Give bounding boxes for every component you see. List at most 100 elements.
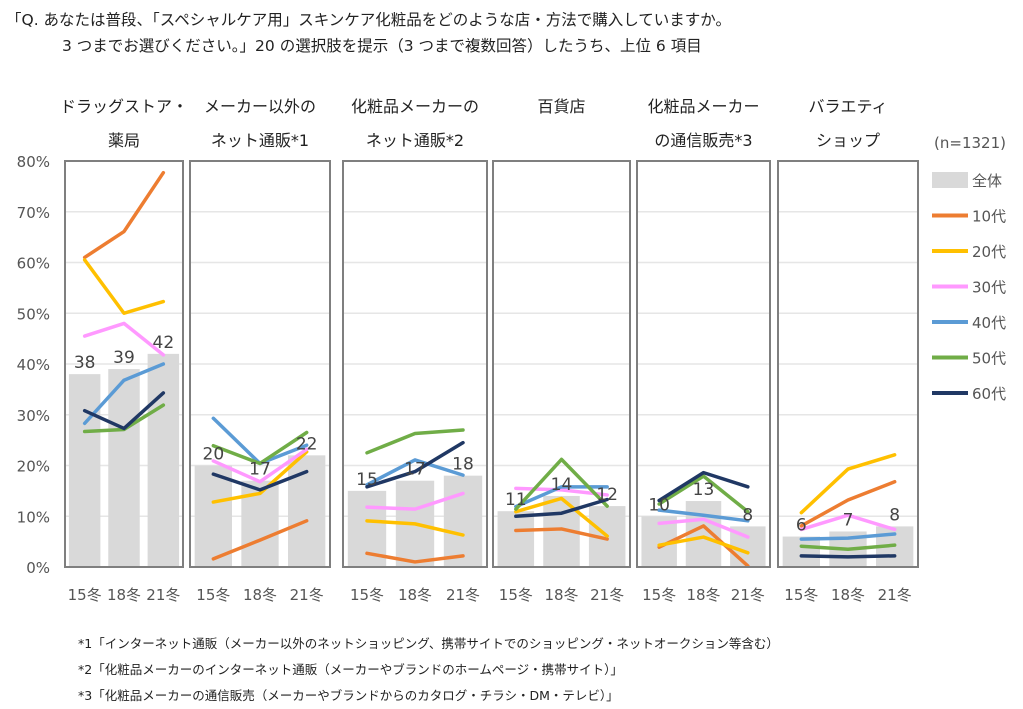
line-50代	[211, 430, 309, 466]
legend-label: 20代	[972, 243, 1006, 261]
legend-label: 50代	[972, 350, 1006, 368]
line-60代	[799, 554, 897, 559]
line-60代	[657, 470, 750, 503]
line-60代	[514, 497, 609, 518]
legend-label: 全体	[972, 172, 1002, 190]
line-10代	[514, 527, 609, 541]
x-tick-label: 21冬	[878, 586, 912, 604]
y-tick-label: 60%	[17, 255, 50, 273]
x-tick-label: 15冬	[784, 586, 818, 604]
line-20代	[514, 496, 609, 538]
bar-overall	[443, 475, 483, 567]
line-60代	[211, 469, 309, 492]
bar-overall	[782, 536, 820, 567]
line-20代	[82, 258, 166, 315]
bar-overall	[497, 511, 535, 567]
x-tick-label: 15冬	[196, 586, 230, 604]
bar-value-label: 7	[843, 510, 854, 530]
legend-swatch	[932, 172, 968, 188]
panel-frame	[189, 160, 331, 568]
line-30代	[211, 447, 309, 484]
line-20代	[799, 453, 897, 515]
x-tick-label: 18冬	[686, 586, 720, 604]
sample-size-note: (n=1321)	[934, 134, 1006, 152]
line-30代	[365, 491, 465, 511]
bar-overall	[288, 455, 326, 567]
line-10代	[82, 170, 166, 260]
bar-overall	[685, 501, 722, 567]
bar-value-label: 15	[356, 470, 378, 490]
x-tick-label: 21冬	[290, 586, 324, 604]
line-30代	[799, 513, 897, 532]
line-50代	[514, 457, 609, 511]
x-tick-label: 15冬	[642, 586, 676, 604]
bar-value-label: 17	[404, 460, 426, 480]
panel-title: 化粧品メーカー	[647, 97, 759, 116]
line-10代	[211, 519, 309, 561]
y-tick-label: 70%	[17, 204, 50, 222]
panel-frame	[777, 160, 919, 568]
footnote-3: *3「化粧品メーカーの通信販売（メーカーやブランドからのカタログ・チラシ・DM・…	[78, 688, 619, 703]
line-50代	[799, 543, 897, 551]
line-60代	[82, 391, 166, 431]
x-tick-label: 18冬	[243, 586, 277, 604]
bar-value-label: 13	[693, 480, 715, 500]
y-tick-label: 50%	[17, 305, 50, 323]
y-tick-label: 10%	[17, 508, 50, 526]
line-60代	[365, 440, 465, 489]
line-30代	[82, 321, 166, 357]
y-tick-label: 40%	[17, 356, 50, 374]
line-50代	[657, 474, 750, 514]
x-tick-label: 18冬	[831, 586, 865, 604]
line-10代	[365, 551, 465, 564]
legend-label: 30代	[972, 279, 1006, 297]
panel-frame	[342, 160, 488, 568]
line-20代	[657, 535, 750, 555]
bar-value-label: 20	[203, 445, 225, 465]
x-tick-label: 15冬	[499, 586, 533, 604]
footnote-2: *2「化粧品メーカーのインターネット通販（メーカーやブランドのホームページ・携帯…	[78, 662, 623, 677]
panel-title: 薬局	[108, 131, 140, 150]
line-50代	[365, 428, 465, 455]
x-tick-label: 21冬	[146, 586, 180, 604]
line-40代	[82, 362, 166, 426]
x-tick-label: 15冬	[350, 586, 384, 604]
panel-frame	[64, 160, 184, 568]
panel-title: ネット通販*1	[211, 131, 309, 150]
legend-label: 10代	[972, 208, 1006, 226]
bar-value-label: 12	[596, 485, 618, 505]
bar-value-label: 17	[249, 460, 271, 480]
panel-title: ドラッグストア・	[60, 97, 188, 116]
panel-title: ショップ	[816, 131, 880, 150]
bar-value-label: 11	[505, 490, 527, 510]
x-tick-label: 18冬	[398, 586, 432, 604]
x-tick-label: 15冬	[68, 586, 102, 604]
bar-overall	[108, 369, 140, 567]
question-line-2: 3 つまでお選びください。」20 の選択肢を提示（3 つまで複数回答）したうち、…	[62, 37, 702, 55]
line-10代	[657, 524, 750, 568]
x-tick-label: 21冬	[590, 586, 624, 604]
y-tick-label: 0%	[26, 559, 50, 577]
bar-overall	[68, 374, 101, 567]
bar-overall	[147, 353, 180, 567]
panel-title: 百貨店	[537, 97, 585, 116]
bar-value-label: 14	[551, 475, 573, 495]
line-20代	[211, 450, 309, 504]
panel-title: ネット通販*2	[366, 131, 464, 150]
bar-value-label: 6	[796, 516, 807, 536]
line-30代	[514, 486, 609, 497]
x-tick-label: 21冬	[731, 586, 765, 604]
line-40代	[799, 532, 897, 541]
line-10代	[799, 479, 897, 528]
line-40代	[365, 458, 465, 487]
legend-label: 40代	[972, 314, 1006, 332]
x-tick-label: 18冬	[107, 586, 141, 604]
bar-value-label: 8	[742, 505, 753, 525]
line-30代	[657, 517, 750, 539]
question-line-1: 「Q. あなたは普段、「スペシャルケア用」スキンケア化粧品をどのような店・方法で…	[6, 11, 731, 29]
bar-value-label: 10	[648, 495, 670, 515]
panel-title: メーカー以外の	[204, 97, 316, 116]
bar-value-label: 8	[889, 505, 900, 525]
